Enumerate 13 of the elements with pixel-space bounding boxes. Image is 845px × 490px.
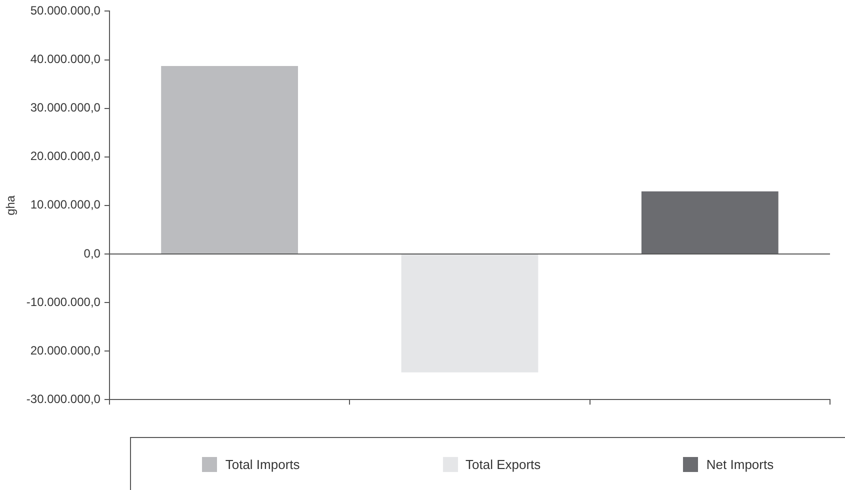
legend-label: Total Imports <box>225 456 300 472</box>
y-tick-label: -30.000.000,0 <box>26 392 101 406</box>
y-tick-label: 30.000.000,0 <box>30 100 101 115</box>
y-tick-label: 10.000.000,0 <box>30 198 101 212</box>
y-tick-label: 40.000.000,0 <box>30 52 101 66</box>
y-tick-label: 20.000.000,0 <box>30 343 101 358</box>
y-tick-label: 0,0 <box>84 246 101 260</box>
y-tick-label: 20.000.000,0 <box>30 149 101 164</box>
y-tick-label: -10.000.000,0 <box>26 294 101 309</box>
legend-label: Net Imports <box>706 456 774 472</box>
y-tick-label: 50.000.000,0 <box>30 4 101 18</box>
y-axis-title: gha <box>4 195 18 216</box>
legend-label: Total Exports <box>466 456 541 472</box>
